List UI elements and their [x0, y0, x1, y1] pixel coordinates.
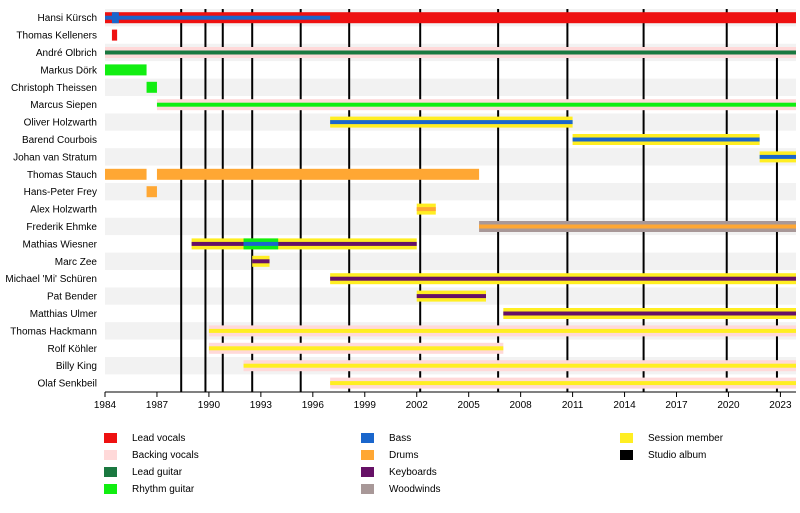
- member-bar-stripe: [330, 381, 796, 386]
- member-bar-stripe: [208, 328, 796, 333]
- member-bar-stripe: [330, 276, 796, 281]
- x-tick-label: 2014: [613, 400, 636, 411]
- member-bar-stripe: [105, 50, 796, 55]
- member-name: Thomas Stauch: [27, 170, 97, 181]
- member-name: Hans-Peter Frey: [24, 187, 97, 198]
- member-name: Pat Bender: [47, 292, 98, 303]
- member-bar-stripe: [243, 241, 279, 246]
- member-name: Frederik Ehmke: [26, 222, 97, 233]
- member-name: Hansi Kürsch: [38, 13, 97, 24]
- row-background: [105, 78, 796, 96]
- member-bar-stripe: [416, 207, 436, 212]
- member-bar: [111, 12, 119, 24]
- member-bar: [146, 81, 157, 93]
- row-background: [105, 61, 796, 79]
- x-tick-label: 1990: [198, 400, 221, 411]
- member-names: Hansi Kürsch Thomas Kelleners André Olbric…: [5, 13, 98, 389]
- x-tick-label: 1987: [146, 400, 169, 411]
- member-name: Michael 'Mi' Schüren: [5, 274, 97, 285]
- member-bar-stripe: [330, 120, 573, 125]
- row-background: [105, 252, 796, 270]
- member-bar: [156, 168, 480, 180]
- member-name: Thomas Hackmann: [10, 326, 97, 337]
- member-bar: [105, 64, 147, 76]
- x-tick-label: 2008: [510, 400, 533, 411]
- member-bar: [105, 12, 796, 24]
- member-bars: [105, 12, 796, 389]
- member-bar-stripe: [479, 224, 796, 229]
- member-bar-stripe: [105, 15, 331, 20]
- member-name: Alex Holzwarth: [30, 205, 97, 216]
- row-background: [105, 183, 796, 201]
- member-name: Matthias Ulmer: [30, 309, 98, 320]
- member-bar-stripe: [156, 102, 796, 107]
- x-tick-label: 2020: [717, 400, 740, 411]
- member-name: Markus Dörk: [40, 65, 98, 76]
- row-background: [105, 200, 796, 218]
- member-bar-stripe: [243, 363, 796, 368]
- x-tick-label: 1999: [354, 400, 377, 411]
- x-tick-label: 2011: [562, 400, 584, 411]
- member-name: André Olbrich: [36, 48, 97, 59]
- x-tick-label: 1996: [302, 400, 325, 411]
- x-tick-label: 2023: [769, 400, 792, 411]
- member-bar-stripe: [759, 154, 796, 159]
- member-bar-stripe: [572, 137, 760, 142]
- member-name: Thomas Kelleners: [16, 31, 97, 42]
- row-background: [105, 26, 796, 44]
- row-background: [105, 148, 796, 166]
- member-bar-stripe: [503, 311, 796, 316]
- member-name: Marcus Siepen: [30, 100, 97, 111]
- member-name: Johan van Stratum: [13, 152, 97, 163]
- member-name: Christoph Theissen: [11, 83, 97, 94]
- member-name: Mathias Wiesner: [23, 239, 98, 250]
- member-name: Marc Zee: [55, 257, 98, 268]
- member-bar-stripe: [416, 294, 487, 299]
- member-name: Oliver Holzwarth: [24, 118, 97, 129]
- x-tick-label: 2017: [665, 400, 688, 411]
- member-bar-stripe: [252, 259, 270, 264]
- x-tick-label: 2005: [458, 400, 481, 411]
- x-tick-label: 1984: [94, 400, 117, 411]
- x-tick-label: 2002: [406, 400, 429, 411]
- member-name: Rolf Köhler: [48, 344, 98, 355]
- x-tick-label: 1993: [250, 400, 273, 411]
- member-name: Olaf Senkbeil: [38, 379, 97, 390]
- member-name: Barend Courbois: [22, 135, 97, 146]
- member-bar-stripe: [191, 241, 417, 246]
- member-bar-stripe: [208, 346, 504, 351]
- member-bar: [111, 29, 118, 41]
- member-name: Billy King: [56, 361, 97, 372]
- member-bar: [146, 186, 157, 198]
- x-axis: 1984 1987 1990 1993 1996 1999 2002 2005 2008 2011…: [94, 391, 796, 411]
- member-bar: [105, 168, 147, 180]
